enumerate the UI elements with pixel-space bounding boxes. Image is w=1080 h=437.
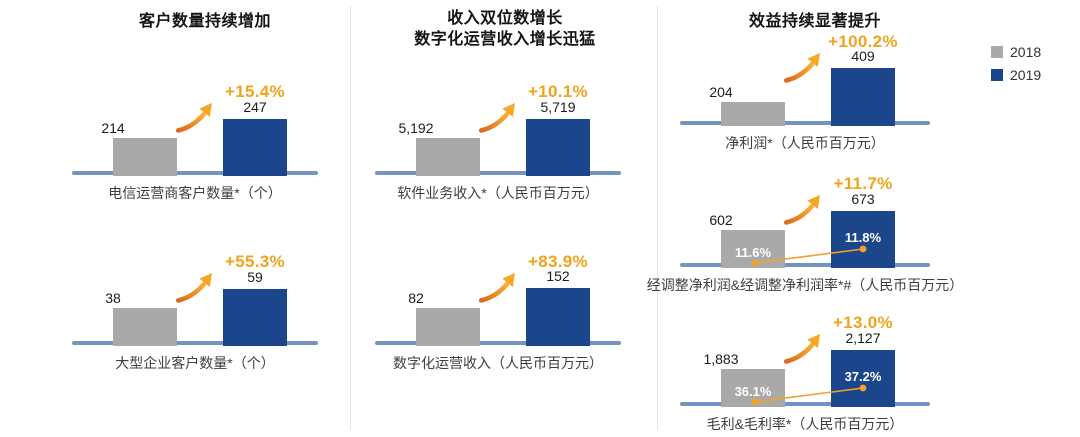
bar-2018 — [416, 308, 480, 346]
panel-title-line: 客户数量持续增加 — [138, 13, 271, 30]
chart-caption: 毛利&毛利率*（人民币百万元） — [706, 416, 904, 432]
value-2018: 214 — [101, 120, 125, 136]
plot-area: +83.9% 82 152 — [375, 252, 621, 348]
growth-arrow-icon — [478, 103, 515, 133]
growth-label: +13.0% — [833, 313, 893, 332]
value-2018: 82 — [408, 290, 424, 306]
column-divider — [657, 6, 658, 430]
margin-2018: 36.1% — [734, 384, 772, 399]
legend-item-2018: 2018 — [991, 40, 1041, 63]
value-2019: 673 — [851, 191, 875, 207]
panel-title-line: 数字化运营收入增长迅猛 — [414, 31, 596, 48]
chart-caption: 数字化运营收入（人民币百万元） — [393, 355, 603, 371]
bar-2018 — [416, 138, 480, 176]
margin-2018: 11.6% — [734, 245, 772, 260]
axis-baseline — [375, 341, 621, 345]
column-divider — [350, 6, 351, 430]
legend: 2018 2019 — [991, 40, 1041, 86]
value-2019: 247 — [243, 99, 267, 115]
chart-enterprise-customers: +55.3% 38 59 大型企业客户数量*（个） — [72, 252, 318, 371]
bar-2019 — [526, 288, 590, 346]
chart-caption: 净利润*（人民币百万元） — [725, 135, 885, 151]
plot-area: +55.3% 38 59 — [72, 252, 318, 348]
growth-arrow-icon — [478, 273, 515, 303]
axis-baseline — [680, 263, 930, 267]
growth-label: +11.7% — [833, 174, 893, 193]
plot-area: +13.0% 1,883 2,127 36.1% 37.2% — [680, 313, 930, 409]
bar-2018 — [113, 138, 177, 176]
value-2018: 38 — [105, 290, 121, 306]
bar-2019: 37.2% — [831, 350, 895, 407]
growth-arrow-icon — [783, 334, 820, 364]
growth-label: +15.4% — [225, 82, 285, 101]
chart-caption: 电信运营商客户数量*（个） — [108, 185, 282, 201]
plot-area: +11.7% 602 673 11.6% 11.8% — [680, 174, 930, 270]
growth-label: +100.2% — [828, 32, 898, 51]
axis-baseline — [72, 341, 318, 345]
axis-baseline — [375, 171, 621, 175]
growth-label: +55.3% — [225, 252, 285, 271]
value-2018: 602 — [709, 212, 733, 228]
legend-swatch-2018 — [991, 45, 1003, 58]
chart-net-profit: +100.2% 204 409 净利润*（人民币百万元） — [680, 32, 930, 151]
bar-2018: 36.1% — [721, 369, 785, 407]
bar-2019 — [526, 119, 590, 176]
panel-title-line: 效益持续显著提升 — [748, 13, 881, 30]
margin-2019: 37.2% — [844, 369, 882, 384]
growth-arrow-icon — [783, 53, 820, 83]
value-2018: 204 — [709, 84, 733, 100]
chart-adjusted-net-profit: +11.7% 602 673 11.6% 11.8% 经调整净利润&经调整净利润… — [647, 174, 964, 293]
value-2019: 5,719 — [540, 99, 576, 115]
bar-2018 — [113, 308, 177, 346]
value-2019: 59 — [247, 269, 263, 285]
panel-title-revenue: 收入双位数增长 数字化运营收入增长迅猛 — [360, 8, 650, 50]
margin-2019: 11.8% — [844, 230, 882, 245]
plot-area: +15.4% 214 247 — [72, 82, 318, 178]
growth-arrow-icon — [783, 195, 820, 225]
bar-2018 — [721, 102, 785, 126]
panel-title-line: 收入双位数增长 — [447, 10, 563, 27]
chart-caption: 大型企业客户数量*（个） — [115, 355, 275, 371]
legend-label-2019: 2019 — [1010, 66, 1042, 83]
growth-arrow-icon — [175, 273, 212, 303]
axis-baseline — [680, 121, 930, 125]
axis-baseline — [680, 402, 930, 406]
bar-2018: 11.6% — [721, 230, 785, 268]
chart-telecom-operator-customers: +15.4% 214 247 电信运营商客户数量*（个） — [72, 82, 318, 201]
legend-item-2019: 2019 — [991, 63, 1041, 86]
chart-gross-profit: +13.0% 1,883 2,127 36.1% 37.2% 毛利&毛利率*（人… — [680, 313, 930, 432]
panel-title-customers: 客户数量持续增加 — [60, 11, 350, 32]
bar-2019 — [223, 289, 287, 346]
value-2019: 409 — [851, 48, 875, 64]
growth-label: +10.1% — [528, 82, 588, 101]
value-2019: 152 — [546, 268, 570, 284]
chart-caption: 经调整净利润&经调整净利润率*#（人民币百万元） — [646, 277, 964, 293]
chart-software-revenue: +10.1% 5,192 5,719 软件业务收入*（人民币百万元） — [375, 82, 621, 201]
plot-area: +10.1% 5,192 5,719 — [375, 82, 621, 178]
chart-caption: 软件业务收入*（人民币百万元） — [397, 185, 599, 201]
legend-swatch-2019 — [991, 68, 1003, 81]
bar-2019: 11.8% — [831, 211, 895, 268]
value-2018: 1,883 — [703, 351, 739, 367]
bar-2019 — [831, 68, 895, 126]
axis-baseline — [72, 171, 318, 175]
chart-digital-operation-revenue: +83.9% 82 152 数字化运营收入（人民币百万元） — [375, 252, 621, 371]
value-2019: 2,127 — [845, 330, 881, 346]
legend-label-2018: 2018 — [1010, 43, 1042, 60]
bar-2019 — [223, 119, 287, 176]
growth-label: +83.9% — [528, 252, 588, 271]
growth-arrow-icon — [175, 103, 212, 133]
panel-title-profit: 效益持续显著提升 — [665, 11, 965, 32]
value-2018: 5,192 — [398, 120, 434, 136]
plot-area: +100.2% 204 409 — [680, 32, 930, 128]
